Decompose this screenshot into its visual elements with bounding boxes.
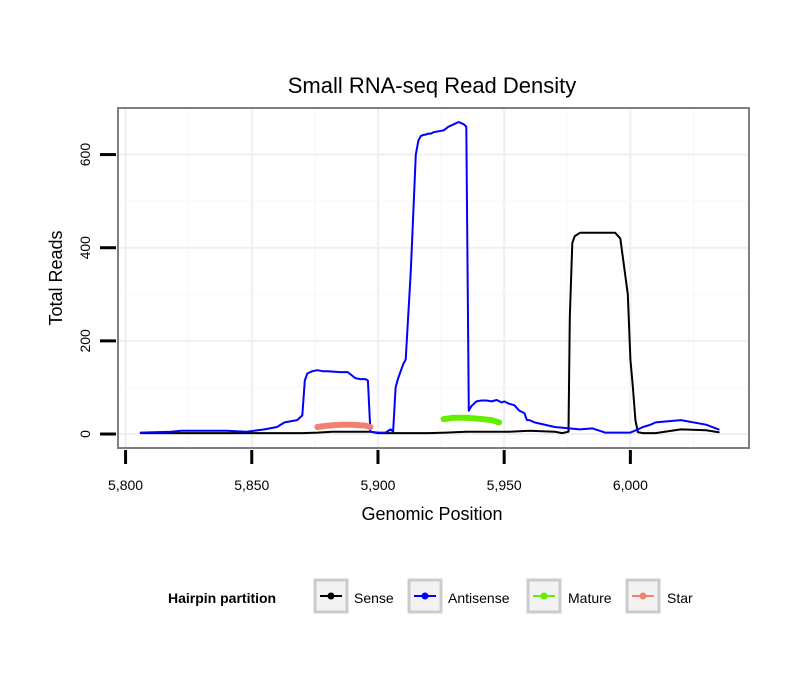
y-tick-label: 200	[77, 329, 93, 353]
x-tick-label: 5,900	[360, 477, 395, 493]
plot-background	[118, 108, 749, 448]
legend-item-star: Star	[625, 578, 693, 614]
legend-key-dot	[639, 592, 647, 600]
legend-key-dot	[327, 592, 335, 600]
plot-border	[117, 107, 750, 449]
legend-key-dot	[540, 592, 548, 600]
y-tick-label: 400	[77, 236, 93, 260]
series-line-star	[314, 421, 374, 430]
series-line-mature	[440, 414, 503, 426]
x-axis-label: Genomic Position	[361, 504, 502, 524]
legend-label: Star	[667, 590, 693, 606]
legend-item-sense: Sense	[313, 578, 394, 614]
legend-label: Mature	[568, 590, 612, 606]
legend-label: Antisense	[448, 590, 510, 606]
y-tick-label: 600	[77, 143, 93, 167]
y-axis-label: Total Reads	[46, 230, 66, 325]
legend-key-dot	[421, 592, 429, 600]
plot-area: 5,800 5,850 5,900 5,950 6,000 0 200 400 600	[77, 107, 750, 493]
series-line-sense	[139, 231, 720, 435]
x-tick-label: 5,800	[108, 477, 143, 493]
chart-title: Small RNA-seq Read Density	[288, 73, 577, 98]
series-line-antisense	[139, 121, 720, 434]
y-tick-label: 0	[77, 430, 93, 438]
legend-label: Sense	[354, 590, 394, 606]
legend-item-mature: Mature	[526, 578, 612, 614]
x-tick-label: 5,950	[487, 477, 522, 493]
legend-title: Hairpin partition	[168, 590, 276, 606]
legend-item-antisense: Antisense	[407, 578, 510, 614]
x-tick-label: 6,000	[613, 477, 648, 493]
x-tick-label: 5,850	[234, 477, 269, 493]
legend: Hairpin partition Sense Antisense Mature St…	[168, 578, 693, 614]
